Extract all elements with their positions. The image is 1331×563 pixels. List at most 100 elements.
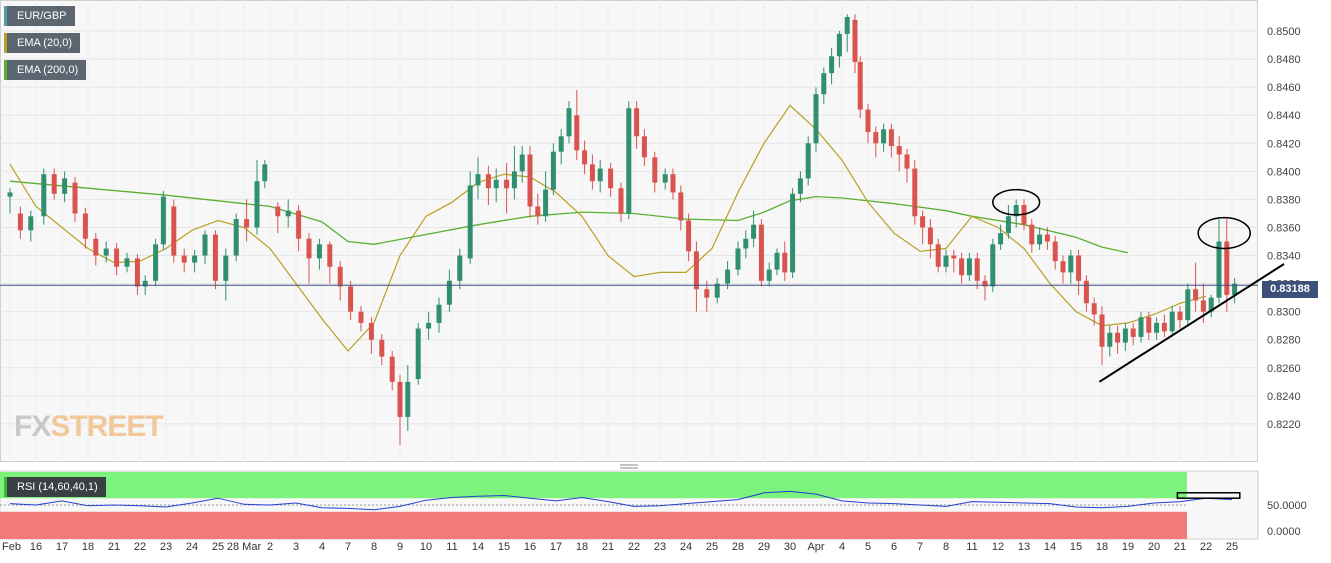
candle-up [262, 164, 268, 182]
rsi-oversold-zone [0, 511, 1187, 539]
candle-up [1208, 297, 1214, 312]
x-tick-label: Feb [2, 541, 21, 553]
x-tick-label: 2 [267, 541, 273, 553]
candle-down [693, 251, 699, 290]
candle-down [114, 248, 120, 267]
y-tick-label: 0.8260 [1267, 363, 1301, 375]
candle-up [597, 168, 603, 182]
x-tick-label: 3 [293, 541, 299, 553]
x-tick-label: 22 [1200, 541, 1212, 553]
x-tick-label: 18 [576, 541, 588, 553]
x-tick-label: 17 [550, 541, 562, 553]
candle-down [1130, 328, 1136, 337]
candle-up [1138, 317, 1144, 337]
candle-up [766, 269, 772, 281]
candle-down [504, 179, 510, 189]
candle-up [475, 174, 481, 186]
candle-down [1044, 234, 1050, 242]
candle-up [844, 17, 850, 34]
support-trendline [1098, 263, 1285, 383]
candle-up [426, 322, 432, 329]
candle-down [337, 266, 343, 287]
x-tick-label: 25 [212, 541, 224, 553]
candle-down [608, 168, 614, 189]
candle-up [1154, 322, 1160, 333]
x-tick-label: 4 [319, 541, 325, 553]
candle-up [202, 234, 208, 256]
rsi-annotation-rect [1176, 492, 1241, 499]
candle-up [153, 244, 159, 281]
x-tick-label: 20 [1148, 541, 1160, 553]
candle-up [626, 108, 632, 214]
candle-down [670, 174, 676, 193]
legend-ema200[interactable]: EMA (200,0) [4, 60, 87, 80]
candle-up [519, 154, 525, 172]
candle-up [751, 224, 757, 239]
x-tick-label: 30 [784, 541, 796, 553]
y-tick-label: 0.8300 [1267, 307, 1301, 319]
x-tick-label: 6 [891, 541, 897, 553]
candle-down [82, 213, 88, 239]
x-tick-label: 9 [397, 541, 403, 553]
x-tick-label: 23 [654, 541, 666, 553]
x-tick-label: 24 [680, 541, 692, 553]
candle-down [641, 136, 647, 158]
y-tick-label: 0.8400 [1267, 166, 1301, 178]
candle-down [327, 244, 333, 267]
candle-up [714, 283, 720, 298]
candle-up [1005, 216, 1011, 234]
candle-up [1216, 241, 1222, 298]
candle-down [397, 381, 403, 417]
candle-up [192, 255, 198, 263]
x-tick-label: 18 [82, 541, 94, 553]
legend-rsi[interactable]: RSI (14,60,40,1) [4, 477, 106, 497]
x-tick-label: 15 [498, 541, 510, 553]
candle-down [582, 150, 588, 165]
legend-symbol[interactable]: EUR/GBP [4, 6, 75, 26]
candle-up [415, 328, 421, 380]
candle-down [857, 61, 863, 110]
candle-down [652, 157, 658, 183]
candle-down [974, 258, 980, 281]
candle-up [436, 304, 442, 323]
legend-ema20[interactable]: EMA (20,0) [4, 33, 81, 53]
candle-down [1091, 303, 1097, 315]
candle-up [543, 189, 549, 217]
x-tick-label: 10 [420, 541, 432, 553]
x-tick-label: 12 [992, 541, 1004, 553]
x-tick-label: 23 [160, 541, 172, 553]
candle-down [1115, 332, 1121, 343]
candle-down [1146, 317, 1152, 333]
panel-divider[interactable] [620, 464, 638, 469]
candle-down [982, 280, 988, 287]
candle-down [1060, 261, 1066, 273]
candle-down [17, 213, 23, 231]
candle-down [1099, 314, 1105, 347]
candle-down [306, 238, 312, 259]
candle-down [865, 109, 871, 133]
candle-up [990, 244, 996, 287]
annotation-ellipse [1197, 216, 1251, 250]
x-tick-label: 5 [865, 541, 871, 553]
candle-down [134, 258, 140, 287]
x-tick-label: 8 [371, 541, 377, 553]
candle-up [797, 178, 803, 194]
x-tick-label: 22 [628, 541, 640, 553]
x-tick-label: 4 [839, 541, 845, 553]
fxstreet-watermark: FXSTREET [14, 410, 164, 444]
candle-up [1232, 283, 1238, 295]
x-tick-label: 25 [1226, 541, 1238, 553]
candle-up [1185, 289, 1191, 321]
x-tick-label: 21 [602, 541, 614, 553]
candle-down [379, 339, 385, 357]
x-tick-label: 7 [917, 541, 923, 553]
y-tick-label: 0.8440 [1267, 110, 1301, 122]
candle-up [662, 174, 668, 183]
candle-up [829, 56, 835, 74]
candle-down [389, 356, 395, 382]
x-tick-label: 11 [446, 541, 457, 553]
candle-up [805, 143, 811, 179]
candle-up [550, 151, 556, 190]
x-tick-label: 15 [1070, 541, 1082, 553]
candle-up [725, 269, 731, 284]
